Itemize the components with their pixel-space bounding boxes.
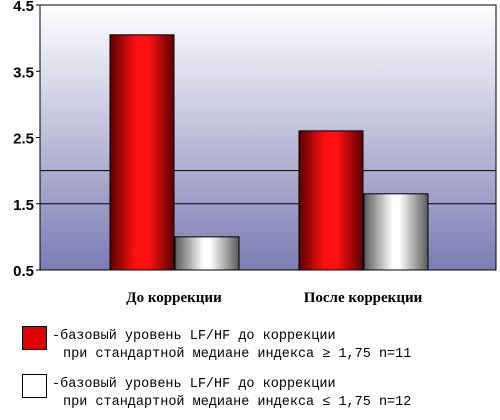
bar-series-1-1 xyxy=(109,34,175,271)
legend-line-1: -базовый уровень LF/HF до коррекции xyxy=(52,377,336,392)
legend-item-low: -базовый уровень LF/HF до коррекции при … xyxy=(22,374,492,414)
bar-series-2-2 xyxy=(363,193,429,271)
y-tick-label: 3.5 xyxy=(13,64,34,81)
x-category-label: После коррекции xyxy=(304,290,423,306)
y-tick-label: 2.5 xyxy=(13,131,34,148)
y-tick-label: 4.5 xyxy=(13,0,34,15)
bar-series-1-2 xyxy=(298,130,364,271)
legend-line-2: при стандартной медиане индекса ≤ 1,75 n… xyxy=(63,395,412,410)
legend-item-high: -базовый уровень LF/HF до коррекции при … xyxy=(22,326,492,366)
legend-line-2: при стандартной медиане индекса ≥ 1,75 n… xyxy=(63,347,412,362)
y-tick-label: 0.5 xyxy=(13,263,34,280)
legend-line-1: -базовый уровень LF/HF до коррекции xyxy=(52,329,336,344)
legend-swatch-white xyxy=(22,374,47,398)
y-tick-label: 1.5 xyxy=(13,197,34,214)
x-category-label: До коррекции xyxy=(126,290,222,306)
legend-swatch-red xyxy=(22,326,47,350)
bar-series-2-1 xyxy=(174,236,240,271)
bar-chart: 0.5 1.5 2.5 3.5 4.5 До коррекции После коррек… xyxy=(13,0,497,306)
